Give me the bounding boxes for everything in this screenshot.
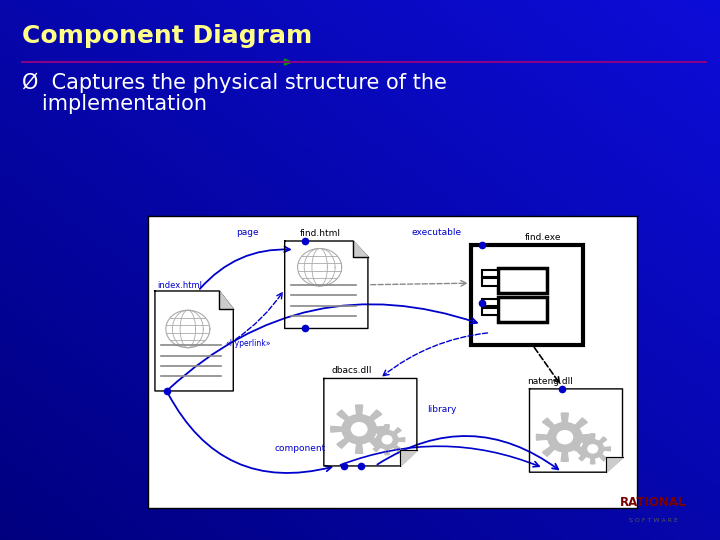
Polygon shape [606,457,623,472]
Bar [471,245,583,345]
Text: RATIONAL: RATIONAL [620,496,687,509]
Polygon shape [330,405,387,454]
Text: component: component [275,444,326,454]
Polygon shape [575,434,611,464]
Bar [482,270,498,277]
Polygon shape [155,291,233,391]
Polygon shape [400,450,417,466]
Bar [482,308,498,315]
Bar [482,299,498,306]
Polygon shape [219,291,233,309]
Bar [498,297,546,322]
Text: Component Diagram: Component Diagram [22,24,312,48]
Text: S O F T W A R E: S O F T W A R E [629,518,678,523]
Text: Ø  Captures the physical structure of the: Ø Captures the physical structure of the [22,73,446,93]
Text: dbacs.dll: dbacs.dll [331,367,372,375]
Polygon shape [369,424,405,455]
Polygon shape [284,241,368,328]
Text: implementation: implementation [22,94,207,114]
Polygon shape [536,413,593,461]
Text: find.html: find.html [300,229,341,238]
Polygon shape [529,389,623,472]
Text: page: page [235,228,258,237]
Circle shape [351,423,367,436]
Circle shape [382,436,392,444]
Circle shape [557,430,572,444]
Text: executable: executable [412,228,462,237]
Bar [498,268,546,293]
Circle shape [588,445,598,453]
Text: find.exe: find.exe [525,233,562,242]
Polygon shape [353,241,368,256]
Polygon shape [324,379,417,466]
Text: index.html: index.html [158,281,202,290]
Text: «hyperlink»: «hyperlink» [225,339,271,348]
Text: nateng.dll: nateng.dll [527,377,573,386]
Bar [482,279,498,286]
Text: library: library [427,405,456,414]
